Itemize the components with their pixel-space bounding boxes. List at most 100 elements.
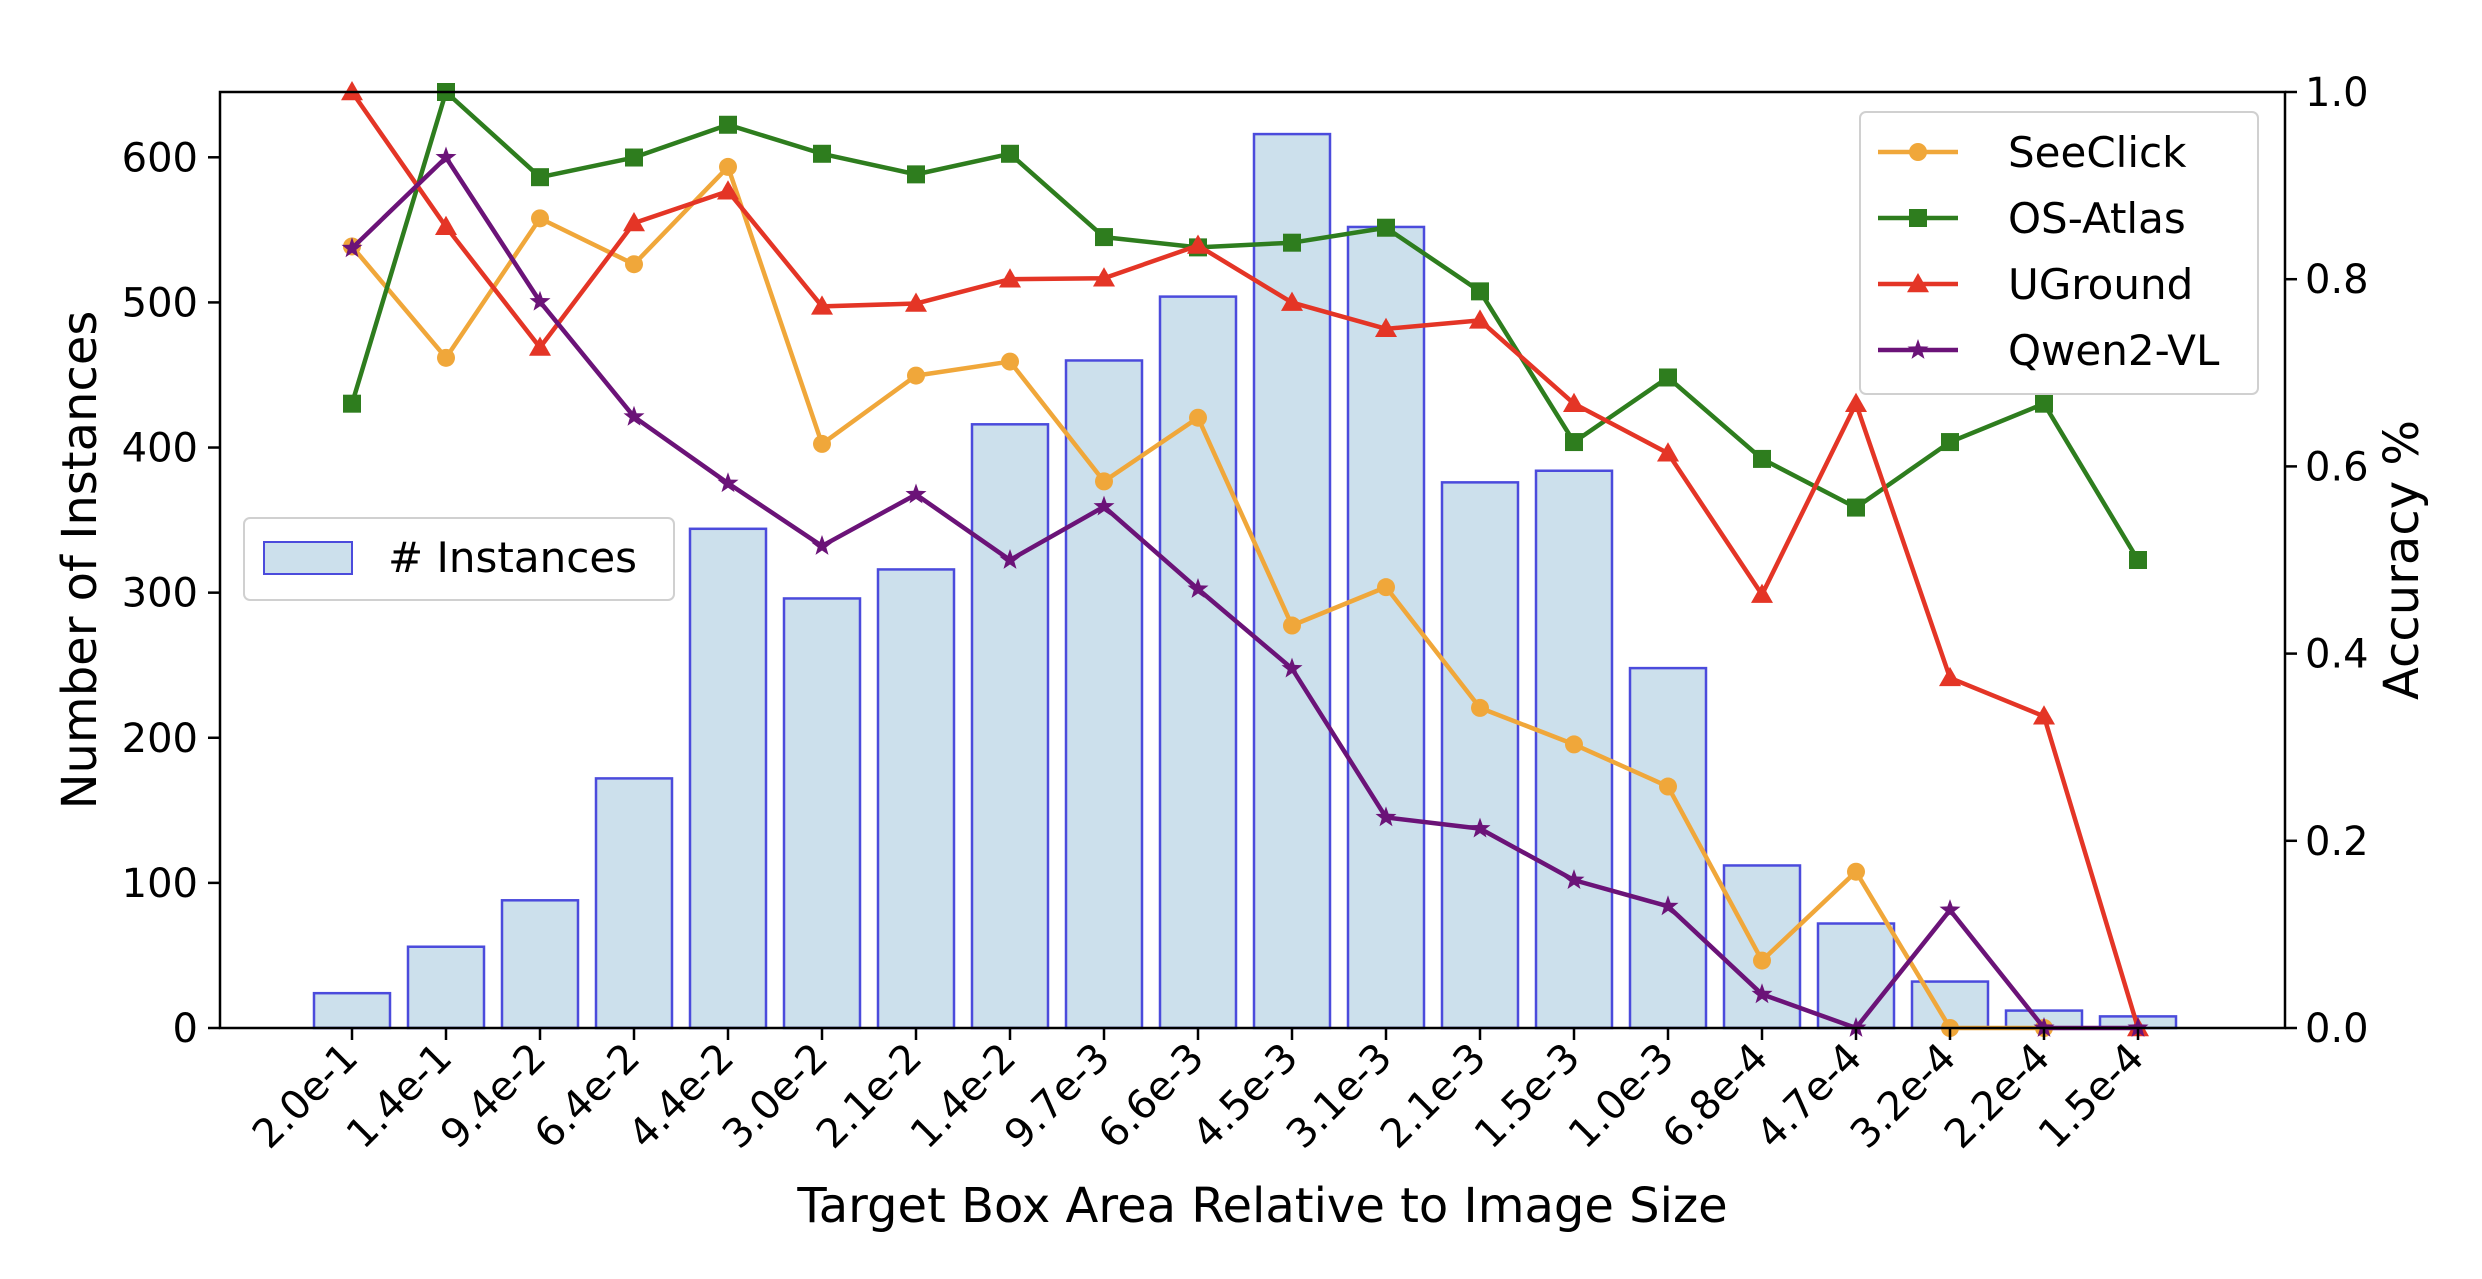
bar-1.5e-3 — [1534, 469, 1614, 1030]
series-point-os-atlas-9.4e-2 — [531, 168, 549, 187]
series-point-os-atlas-6.8e-4 — [1753, 449, 1771, 468]
series-point-seeclick-3.0e-2 — [813, 434, 831, 453]
series-point-seeclick-4.5e-3 — [1283, 616, 1301, 635]
x-tick-label: 1.4e-1 — [338, 1035, 461, 1158]
x-tick-label: 1.4e-2 — [902, 1035, 1025, 1158]
y-tick-label: 0 — [173, 1006, 198, 1052]
series-legend-items: SeeClick OS-Atlas UGround Qwen2-VL — [1878, 128, 2220, 375]
bars-legend-box — [243, 517, 675, 601]
x-tick-label: 2.2e-4 — [1936, 1035, 2059, 1158]
series-point-os-atlas-3.2e-4 — [1941, 433, 1959, 452]
series-point-uground-2.1e-3 — [1469, 309, 1491, 329]
series-point-os-atlas-4.5e-3 — [1283, 233, 1301, 252]
series-point-uground-2.2e-4 — [2033, 705, 2055, 725]
series-point-os-atlas-4.7e-4 — [1847, 498, 1865, 517]
y2-tick-label: 1.0 — [2305, 70, 2369, 116]
bars-legend-swatch — [263, 541, 353, 575]
legend-marker-qwen2-vl — [1907, 339, 1929, 359]
series-point-uground-6.6e-3 — [1187, 234, 1209, 254]
series-point-seeclick-1.4e-1 — [437, 348, 455, 367]
series-point-uground-6.8e-4 — [1751, 583, 1773, 603]
bar-9.4e-2 — [500, 899, 580, 1030]
series-line-os-atlas — [349, 89, 2140, 562]
x-axis-title: Target Box Area Relative to Image Size — [796, 1178, 1727, 1234]
x-tick-label: 6.8e-4 — [1654, 1035, 1777, 1158]
series-point-uground-4.7e-4 — [1845, 392, 1867, 412]
y2-tick-label: 0.2 — [2305, 819, 2369, 865]
series-line-qwen2-vl — [350, 155, 2138, 1031]
bar-2.1e-3 — [1440, 481, 1520, 1030]
series-point-qwen2-vl-2.1e-2 — [905, 483, 927, 504]
series-point-os-atlas-2.1e-3 — [1471, 282, 1489, 301]
series-point-os-atlas-1.4e-2 — [1001, 144, 1019, 163]
bar-1.4e-1 — [406, 945, 486, 1030]
series-point-uground-4.5e-3 — [1281, 291, 1303, 311]
series-point-os-atlas-2.1e-2 — [907, 165, 925, 184]
x-tick-label: 3.1e-3 — [1278, 1035, 1401, 1158]
bar-4.4e-2 — [688, 527, 768, 1030]
plot-frame — [218, 90, 2287, 1030]
legend-marker-os-atlas — [1909, 209, 1927, 227]
series-point-uground-3.0e-2 — [811, 295, 833, 315]
series-point-uground-9.4e-2 — [529, 336, 551, 356]
series-line-uground — [350, 90, 2141, 1029]
series-point-os-atlas-1.5e-3 — [1565, 433, 1583, 452]
series-point-seeclick-9.4e-2 — [531, 209, 549, 228]
series-point-qwen2-vl-6.4e-2 — [623, 405, 645, 426]
legend-label-os-atlas: OS-Atlas — [2008, 194, 2186, 243]
y2-tick-label: 0.4 — [2305, 632, 2369, 678]
series-point-qwen2-vl-1.5e-3 — [1563, 869, 1585, 889]
bar-2.0e-1 — [312, 991, 392, 1030]
y2-tick-label: 0.6 — [2305, 444, 2369, 490]
series-point-uground-1.4e-2 — [999, 268, 1021, 288]
series-point-qwen2-vl-3.0e-2 — [811, 535, 833, 555]
y-tick-label: 500 — [122, 280, 198, 326]
bars-legend: # Instances — [243, 517, 675, 601]
series-point-seeclick-1.5e-3 — [1565, 735, 1583, 754]
legend-label-uground: UGround — [2008, 260, 2193, 309]
x-tick-label: 1.0e-3 — [1560, 1035, 1683, 1158]
series-point-seeclick-6.8e-4 — [1753, 951, 1771, 970]
bar-1.0e-3 — [1628, 666, 1708, 1030]
bars-layer — [312, 132, 2178, 1030]
series-point-seeclick-1.0e-3 — [1659, 777, 1677, 796]
y2-tick-label: 0.8 — [2305, 257, 2369, 303]
series-point-uground-6.4e-2 — [623, 212, 645, 232]
legend-label-seeclick: SeeClick — [2008, 128, 2187, 177]
series-legend-box — [1859, 111, 2259, 395]
series-point-uground-1.4e-1 — [435, 215, 457, 236]
series-point-uground-2.0e-1 — [341, 81, 363, 101]
legend-marker-seeclick — [1909, 143, 1927, 161]
y-tick-label: 300 — [122, 571, 198, 617]
y-tick-label: 200 — [122, 716, 198, 762]
series-point-qwen2-vl-3.1e-3 — [1375, 806, 1397, 827]
series-point-qwen2-vl-6.6e-3 — [1187, 578, 1209, 598]
legend-marker-uground — [1907, 273, 1929, 293]
bar-4.7e-4 — [1816, 922, 1896, 1030]
series-point-uground-3.1e-3 — [1375, 317, 1397, 338]
bar-6.8e-4 — [1722, 864, 1802, 1030]
y2-axis-title: Accuracy % — [2374, 420, 2430, 700]
x-tick-label: 2.0e-1 — [244, 1035, 367, 1158]
x-tick-label: 4.5e-3 — [1184, 1035, 1307, 1158]
series-point-uground-2.1e-2 — [905, 292, 927, 312]
series-point-seeclick-4.4e-2 — [719, 157, 737, 176]
series-point-uground-9.7e-3 — [1093, 267, 1115, 287]
series-point-os-atlas-3.0e-2 — [813, 144, 831, 163]
series-point-os-atlas-4.4e-2 — [719, 115, 737, 134]
bar-3.1e-3 — [1346, 225, 1426, 1030]
series-point-os-atlas-1.0e-3 — [1659, 368, 1677, 387]
x-tick-label: 4.4e-2 — [620, 1035, 743, 1158]
series-point-uground-3.2e-4 — [1939, 666, 1961, 687]
series-legend: SeeClick OS-Atlas UGround Qwen2-VL — [1859, 111, 2259, 395]
series-point-qwen2-vl-9.7e-3 — [1093, 495, 1115, 516]
series-point-seeclick-6.4e-2 — [625, 255, 643, 274]
x-tick-label: 6.6e-3 — [1090, 1035, 1213, 1158]
series-point-qwen2-vl-2.0e-1 — [341, 237, 363, 258]
x-tick-label: 9.4e-2 — [432, 1035, 555, 1158]
series-point-qwen2-vl-1.0e-3 — [1657, 895, 1679, 916]
y-tick-label: 600 — [122, 135, 198, 181]
x-tick-label: 3.0e-2 — [714, 1035, 837, 1158]
